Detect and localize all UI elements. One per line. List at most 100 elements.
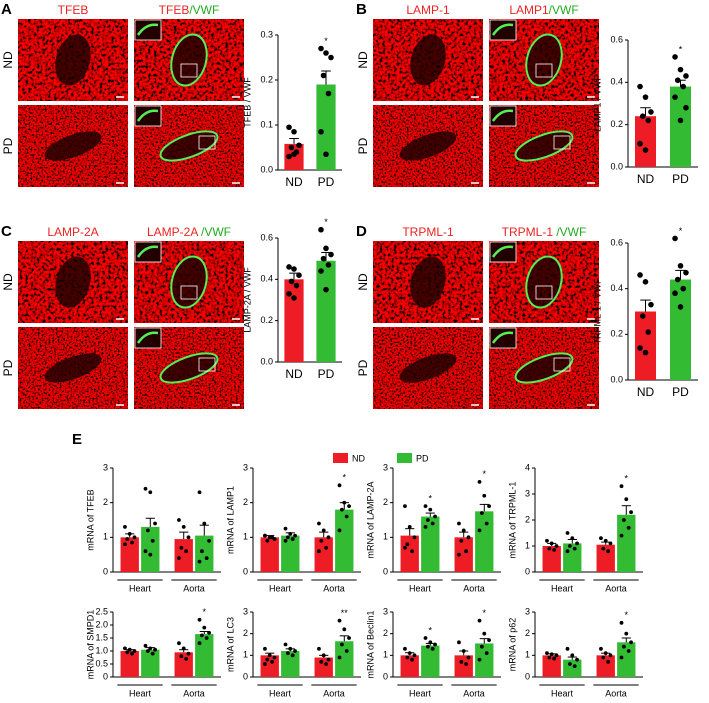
data-point [606, 659, 611, 664]
data-point [202, 625, 207, 630]
data-point [184, 549, 189, 554]
bar [335, 509, 354, 572]
data-point [572, 664, 577, 669]
data-point [683, 73, 689, 79]
data-point [288, 278, 295, 285]
data-point [270, 535, 275, 540]
data-point [601, 546, 606, 551]
bar [617, 642, 636, 677]
significance: * [343, 473, 347, 483]
group-label: Aorta [463, 583, 485, 593]
data-point [184, 656, 189, 661]
inset [134, 241, 162, 263]
y-tick-label: 0.0 [610, 161, 623, 171]
data-point [428, 640, 433, 645]
vwf-outline [514, 352, 574, 384]
data-point [648, 109, 654, 115]
data-point [621, 518, 626, 522]
data-point [464, 662, 469, 666]
row-label: ND [1, 51, 15, 69]
data-point [547, 546, 552, 551]
data-point [603, 651, 608, 656]
data-point [317, 521, 321, 526]
data-point [150, 538, 155, 543]
data-point [328, 251, 334, 258]
legend-swatch [333, 453, 348, 463]
vessel [55, 34, 91, 86]
y-tick-label: 0.6 [610, 237, 623, 247]
data-point [626, 649, 631, 653]
data-point [337, 618, 342, 623]
data-point [318, 128, 324, 135]
data-point [642, 94, 649, 100]
x-tick-label: PD [672, 172, 689, 186]
data-point [461, 649, 466, 653]
significance: * [625, 474, 629, 484]
data-point [619, 655, 624, 660]
data-point [599, 646, 603, 651]
data-point [318, 268, 324, 274]
vessel [160, 131, 218, 161]
data-point [130, 651, 135, 656]
data-point [199, 633, 204, 638]
data-point [410, 657, 415, 662]
y-tick-label: 0 [103, 671, 108, 681]
data-point [621, 644, 626, 649]
y-tick-label: 0 [103, 566, 108, 576]
inset [489, 327, 517, 349]
data-point [181, 525, 186, 529]
data-point [318, 226, 324, 233]
data-point [572, 546, 577, 551]
data-point [291, 266, 297, 272]
panel-letter: A [1, 1, 12, 18]
bar [284, 279, 304, 362]
bar [314, 537, 333, 572]
vessel [410, 34, 446, 86]
y-tick-label: 0.2 [260, 315, 273, 325]
x-tick-label: ND [637, 172, 655, 186]
inset-vessel [136, 109, 159, 122]
data-point [325, 90, 332, 97]
data-point [575, 657, 579, 662]
y-tick-label: 0.0 [260, 164, 273, 174]
vessel [410, 256, 446, 308]
data-point [459, 538, 464, 543]
data-point [405, 542, 410, 547]
y-axis-label: mRNA of Beclin1 [365, 610, 375, 678]
vessel [526, 34, 562, 86]
data-point [423, 525, 428, 529]
significance: * [679, 44, 683, 54]
bar [563, 543, 582, 572]
group-label: Heart [551, 583, 574, 593]
bar [316, 84, 336, 170]
y-tick-label: 1 [243, 532, 248, 542]
x-tick-label: PD [672, 385, 689, 399]
data-point [619, 484, 624, 489]
data-point [153, 521, 157, 526]
data-point [477, 618, 482, 623]
y-axis-label: mRNA of p62 [507, 618, 517, 672]
bar [120, 651, 139, 677]
data-point [337, 655, 342, 660]
data-point [328, 54, 334, 61]
data-point [323, 245, 329, 252]
stain-title: LAMP-1 [406, 3, 450, 17]
y-tick-label: 2.5 [95, 606, 108, 616]
data-point [639, 313, 646, 319]
significance: * [483, 469, 487, 479]
bar [542, 546, 561, 572]
significance: * [429, 494, 433, 504]
data-point [143, 643, 148, 648]
data-point [197, 641, 202, 646]
data-point [263, 662, 267, 666]
data-point [407, 651, 412, 656]
merge-red: LAMP1 [509, 3, 549, 17]
data-point [608, 653, 613, 658]
data-point [672, 94, 678, 100]
y-tick-label: 0 [383, 671, 388, 681]
data-point [680, 285, 687, 292]
data-point [637, 272, 643, 278]
data-point [150, 651, 155, 656]
y-axis-label: TRPML-1 / VWF [592, 278, 602, 345]
